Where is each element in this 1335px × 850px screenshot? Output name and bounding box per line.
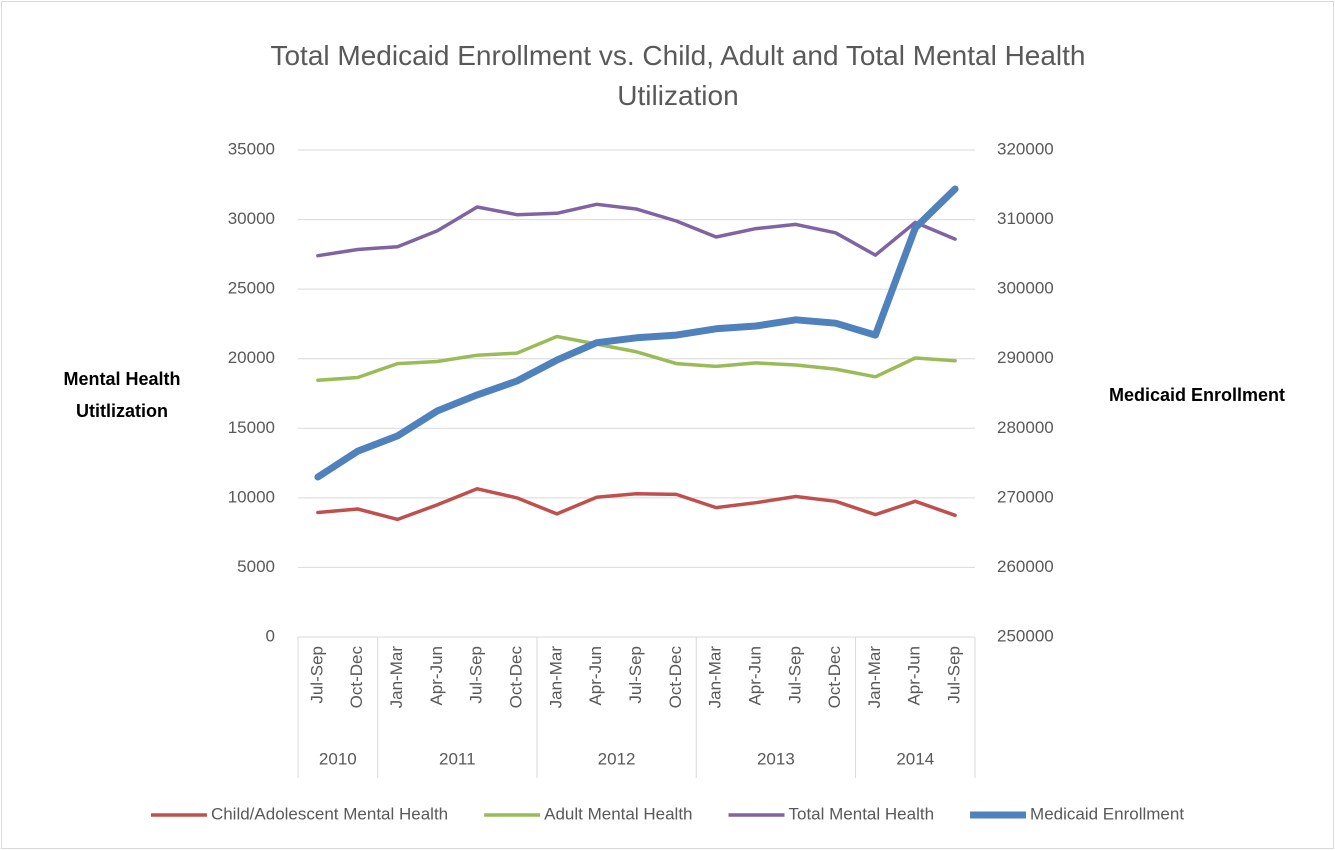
y2-tick-label: 250000 [997,626,1054,645]
legend-label: Adult Mental Health [544,804,692,823]
legend: Child/Adolescent Mental Health Adult Ment… [150,804,1184,823]
y-axis-title: Mental Health Utitlization [63,369,180,421]
x-tick-label: Jul-Sep [785,646,804,704]
y-tick-label: 30000 [228,209,275,228]
y-tick-label: 5000 [237,557,275,576]
y2-tick-label: 310000 [997,209,1054,228]
x-tick-label: Oct-Dec [666,646,685,709]
series-line [314,185,959,481]
x-group-label: 2014 [896,749,934,768]
y-tick-label: 35000 [228,139,275,158]
legend-label: Child/Adolescent Mental Health [211,804,448,823]
y2-tick-label: 270000 [997,487,1054,506]
series-line [316,202,957,258]
x-tick-label: Apr-Jun [905,646,924,706]
x-group-label: 2013 [757,749,795,768]
series-line [316,334,957,383]
x-tick-label: Apr-Jun [745,646,764,706]
y-tick-label: 10000 [228,487,275,506]
y2-tick-label: 290000 [997,348,1054,367]
x-tick-label: Jan-Mar [387,646,406,709]
x-tick-label: Jan-Mar [706,646,725,709]
legend-label: Total Mental Health [789,804,935,823]
chart-title: Total Medicaid Enrollment vs. Child, Adu… [270,40,1085,111]
y2-axis-title: Medicaid Enrollment [1109,385,1285,405]
x-tick-label: Oct-Dec [347,646,366,709]
x-tick-label: Apr-Jun [427,646,446,706]
legend-label: Medicaid Enrollment [1030,804,1184,823]
x-tick-label: Jul-Sep [467,646,486,704]
x-tick-label: Jul-Sep [307,646,326,704]
x-tick-label: Jan-Mar [546,646,565,709]
y2-tick-label: 320000 [997,139,1054,158]
series-line [316,487,957,522]
y2-tick-label: 280000 [997,418,1054,437]
y2-tick-label: 260000 [997,557,1054,576]
x-group-label: 2010 [319,749,357,768]
x-tick-label: Jul-Sep [945,646,964,704]
y2-tick-label: 300000 [997,279,1054,298]
x-tick-label: Apr-Jun [586,646,605,706]
x-tick-label: Jan-Mar [865,646,884,709]
x-group-label: 2012 [598,749,636,768]
y-tick-label: 20000 [228,348,275,367]
y-tick-label: 25000 [228,279,275,298]
y-tick-label: 0 [266,626,275,645]
x-tick-label: Oct-Dec [825,646,844,709]
x-tick-label: Oct-Dec [507,646,526,709]
y-tick-label: 15000 [228,418,275,437]
x-group-label: 2011 [439,749,476,768]
x-tick-label: Jul-Sep [626,646,645,704]
